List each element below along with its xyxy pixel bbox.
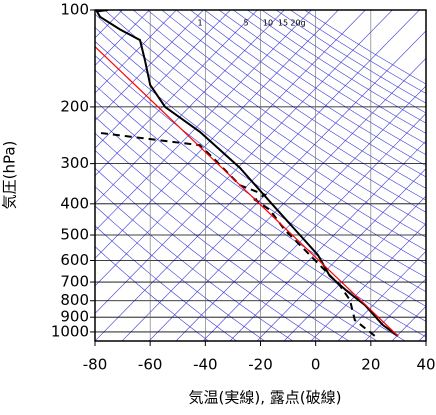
dry-adiabat [62,10,436,341]
mixing-ratio-label: 10 [263,19,273,28]
isotherm-guide [149,10,436,341]
y-tick-label: 600 [60,251,89,269]
x-tick-label: -80 [83,356,108,374]
isotherm-guide [203,10,436,341]
mixing-ratio-label: 5 [243,19,248,28]
mixing-ratio-label: 1 [197,19,202,28]
isotherm-guide [311,10,436,341]
grid [90,10,426,346]
dry-adiabat [176,10,436,341]
dry-adiabat [76,10,436,341]
x-tick-label: -20 [248,356,273,374]
x-tick-label: 40 [416,356,435,374]
dry-adiabat [305,10,436,341]
y-tick-label: 1000 [51,322,89,340]
dry-adiabat [0,10,208,341]
dry-adiabat [0,10,237,341]
y-tick-label: 500 [60,226,89,244]
y-tick-label: 200 [60,97,89,115]
x-tick-label: -60 [138,356,163,374]
dry-adiabat [119,10,436,341]
x-axis-label: 気温(実線), 露点(破線) [189,389,342,407]
dry-adiabat [248,10,436,341]
isotherm-guide [41,10,365,341]
dry-adiabat [148,10,436,341]
y-tick-label: 400 [60,194,89,212]
isotherm-guide [0,10,311,341]
dry-adiabat [190,10,436,341]
dry-adiabat [0,10,349,341]
x-tick-label: 0 [311,356,321,374]
isotherm-guide [0,10,257,341]
y-tick-label: 700 [60,273,89,291]
x-tick-label: -40 [193,356,218,374]
y-tick-label: 800 [60,291,89,309]
mixing-ratio-label: 20g [290,19,305,28]
isotherm-guide [0,10,203,341]
x-tick-label: 20 [361,356,380,374]
dry-adiabat [33,10,436,341]
isotherm-guide [419,10,436,341]
y-axis-label: 気圧(hPa) [1,141,19,210]
mixing-ratio-label: 15 [278,19,288,28]
dry-adiabat [276,10,436,341]
profile-line [97,10,398,336]
y-tick-label: 300 [60,154,89,172]
y-tick-label: 100 [60,1,89,19]
